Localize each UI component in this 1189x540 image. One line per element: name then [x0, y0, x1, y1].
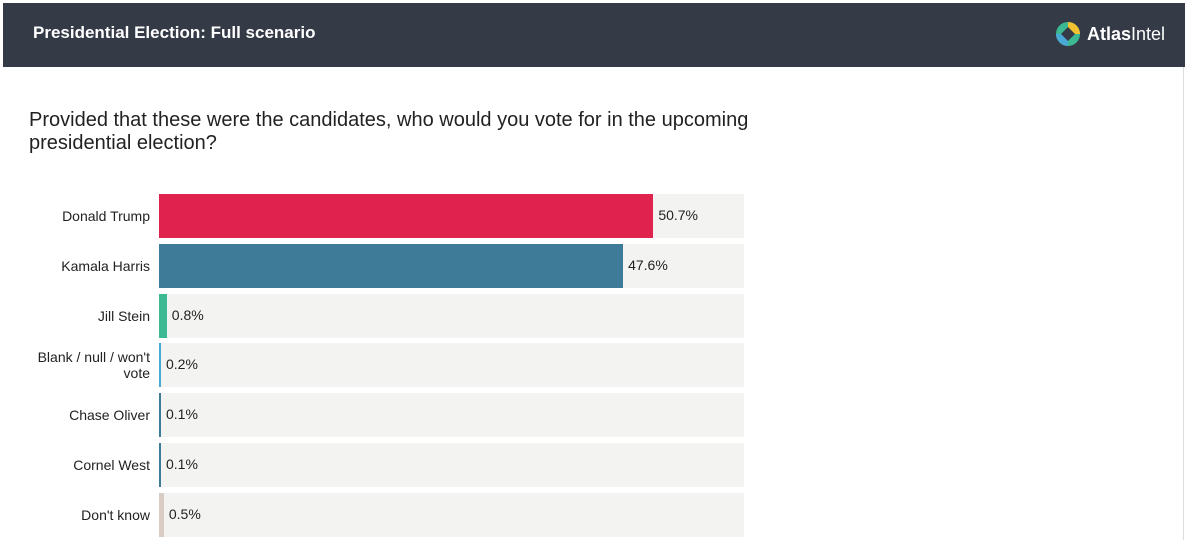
category-label: Kamala Harris — [61, 257, 150, 274]
logo-text: Intel — [1130, 23, 1165, 44]
frame — [3, 3, 1184, 540]
bar — [159, 443, 161, 487]
bar — [159, 293, 167, 338]
value-label: 0.2% — [166, 356, 198, 373]
value-label: 0.1% — [166, 406, 198, 423]
logo-icon — [1055, 22, 1080, 46]
logo: AtlasIntel — [1055, 21, 1165, 47]
track — [159, 393, 744, 438]
header: Presidential Election: Full scenario Atl… — [3, 3, 1185, 67]
logo-text: Atlas — [1086, 23, 1131, 44]
bar — [159, 393, 161, 438]
bar — [159, 194, 654, 238]
track — [159, 492, 744, 537]
category-label: Jill Stein — [97, 307, 150, 324]
bar — [159, 343, 161, 388]
value-label: 47.6% — [628, 256, 668, 273]
category-label: Don't know — [81, 506, 150, 523]
bar — [159, 243, 624, 288]
value-label: 0.8% — [171, 306, 204, 323]
category-label: Cornel West — [73, 457, 150, 473]
category-label: Chase Oliver — [69, 407, 150, 424]
track — [159, 343, 744, 388]
chart-title: Provided that these were the candidates,… — [29, 109, 749, 154]
category-label: Donald Trump — [62, 208, 150, 224]
header-title: Presidential Election: Full scenario — [33, 23, 316, 42]
value-label: 50.7% — [658, 207, 699, 223]
track — [159, 293, 744, 338]
track — [159, 443, 744, 487]
category-label: Blank / null / won't vote — [37, 349, 150, 382]
value-label: 0.1% — [166, 456, 198, 472]
value-label: 0.5% — [168, 505, 201, 522]
bar — [159, 492, 164, 537]
